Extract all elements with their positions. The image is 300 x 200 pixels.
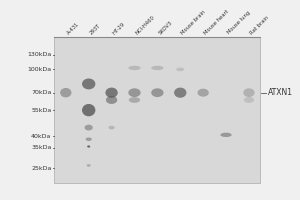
Text: 293T: 293T (89, 23, 102, 35)
Ellipse shape (85, 137, 92, 141)
Text: 40kDa: 40kDa (31, 134, 51, 139)
Ellipse shape (109, 126, 115, 129)
Ellipse shape (151, 88, 164, 97)
Text: HT-29: HT-29 (112, 21, 126, 35)
Text: 25kDa: 25kDa (31, 166, 51, 171)
Text: Rat brain: Rat brain (249, 15, 270, 35)
Ellipse shape (60, 88, 71, 97)
Text: 35kDa: 35kDa (31, 145, 51, 150)
Ellipse shape (128, 88, 141, 97)
Text: ATXN1: ATXN1 (268, 88, 293, 97)
Ellipse shape (87, 145, 90, 148)
Ellipse shape (85, 125, 93, 131)
Text: 130kDa: 130kDa (27, 52, 51, 57)
Text: Mouse heart: Mouse heart (203, 9, 230, 35)
Text: SKOV3: SKOV3 (158, 20, 173, 35)
Text: 55kDa: 55kDa (31, 108, 51, 113)
Text: 100kDa: 100kDa (27, 67, 51, 72)
FancyBboxPatch shape (54, 37, 260, 183)
Ellipse shape (129, 97, 140, 103)
Ellipse shape (176, 68, 184, 71)
Text: A-431: A-431 (66, 21, 80, 35)
Ellipse shape (244, 97, 254, 103)
Text: Mouse lung: Mouse lung (226, 10, 251, 35)
Ellipse shape (87, 164, 91, 167)
Ellipse shape (220, 133, 232, 137)
Text: NCI-H460: NCI-H460 (134, 14, 156, 35)
Ellipse shape (243, 88, 255, 97)
Ellipse shape (105, 88, 118, 98)
Ellipse shape (197, 89, 209, 97)
Text: Mouse brain: Mouse brain (180, 9, 207, 35)
Ellipse shape (106, 96, 117, 104)
Text: 70kDa: 70kDa (31, 90, 51, 95)
Ellipse shape (82, 78, 95, 89)
Ellipse shape (128, 66, 141, 70)
Ellipse shape (82, 104, 95, 116)
Ellipse shape (151, 66, 164, 70)
Ellipse shape (174, 88, 186, 98)
